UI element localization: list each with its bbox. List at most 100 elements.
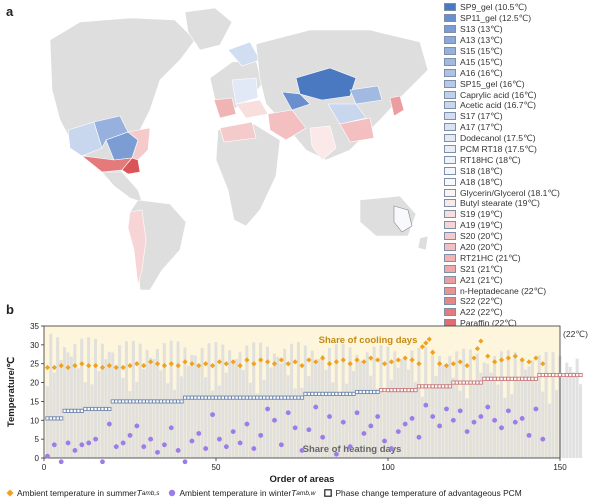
pcm-point xyxy=(110,399,115,404)
pcm-point xyxy=(337,391,342,396)
summer-point xyxy=(113,364,119,371)
pcm-point xyxy=(224,395,229,400)
legend-label: S21 (21℃) xyxy=(460,263,503,274)
map-legend: SP9_gel (10.5℃) SP11_gel (12.5℃) S13 (13℃)… xyxy=(444,2,600,340)
pcm-point xyxy=(437,384,442,389)
winter-point xyxy=(51,442,57,448)
pcm-point xyxy=(458,380,463,385)
pcm-point xyxy=(520,376,525,381)
y-tick-label: 35 xyxy=(30,322,39,331)
pcm-point xyxy=(93,406,98,412)
pcm-point xyxy=(382,388,387,393)
heating-share-bar xyxy=(431,349,435,458)
legend-swatch xyxy=(444,57,456,66)
heating-share-bar xyxy=(537,355,541,458)
legend-swatch xyxy=(444,112,456,121)
heating-share-bar xyxy=(272,353,276,458)
heating-share-bar xyxy=(293,388,297,458)
heating-share-bar xyxy=(455,351,459,458)
pcm-point xyxy=(358,389,363,395)
pcm-point xyxy=(578,372,583,378)
legend-item: A16 (16℃) xyxy=(444,67,600,78)
pcm-point xyxy=(293,395,298,400)
legend-swatch xyxy=(444,221,456,230)
legend-swatch xyxy=(444,188,456,197)
pcm-point xyxy=(76,408,81,413)
summer-point xyxy=(381,361,388,367)
pcm-point xyxy=(258,395,263,400)
heating-share-bar xyxy=(69,356,73,458)
heating-share-bar xyxy=(45,386,49,458)
summer-point xyxy=(426,336,432,342)
heating-share-bar xyxy=(548,403,552,458)
y-tick-label: 20 xyxy=(30,379,39,388)
winter-point xyxy=(217,436,222,442)
legend-item: Dodecanol (17.5℃) xyxy=(444,133,600,144)
summer-point xyxy=(306,357,312,363)
heating-share-bar xyxy=(241,370,245,458)
heating-share-bar xyxy=(424,347,428,458)
pcm-point xyxy=(145,399,150,404)
winter-point xyxy=(141,444,147,450)
winter-point xyxy=(485,404,491,410)
y-tick-label: 0 xyxy=(35,454,40,463)
map-australia-east xyxy=(393,205,413,233)
pcm-point xyxy=(96,406,102,412)
pcm-point xyxy=(176,399,181,404)
pcm-point xyxy=(571,372,576,378)
y-axis-label: Temperature/℃ xyxy=(6,357,17,427)
legend-label: S13 (13℃) xyxy=(460,24,503,35)
heating-share-bar xyxy=(245,345,249,458)
heating-share-bar xyxy=(276,356,280,458)
heating-share-bar xyxy=(94,338,97,458)
heating-share-bar xyxy=(486,363,490,458)
pcm-point xyxy=(537,372,542,378)
heating-share-bar xyxy=(534,377,538,458)
pcm-point xyxy=(502,376,508,381)
heating-share-bar xyxy=(489,372,493,458)
map-new-zealand xyxy=(417,235,429,251)
pcm-point xyxy=(434,384,439,389)
heating-share-bar xyxy=(499,351,503,458)
panel-label-b: b xyxy=(6,302,14,317)
legend-item: A21 (21℃) xyxy=(444,274,600,285)
legend-item: SP11_gel (12.5℃) xyxy=(444,13,600,24)
pcm-point xyxy=(478,380,483,385)
winter-point xyxy=(113,444,119,450)
panel-label-a: a xyxy=(6,4,14,19)
heating-share-bar xyxy=(321,354,325,458)
legend-label: S17 (17℃) xyxy=(460,111,503,122)
pcm-point xyxy=(533,376,538,381)
y-tick-label: 5 xyxy=(35,435,40,444)
heating-share-bar xyxy=(527,366,531,458)
heating-share-bar xyxy=(159,370,163,458)
heating-share-bar xyxy=(142,369,146,458)
pcm-point xyxy=(313,391,318,396)
legend-label: Caprylic acid (16℃) xyxy=(460,89,537,100)
map-europe-west xyxy=(213,97,237,119)
heating-share-bar xyxy=(59,360,63,458)
winter-point xyxy=(395,429,401,434)
winter-point xyxy=(258,432,264,438)
pcm-point xyxy=(575,372,580,378)
winter-point xyxy=(285,410,291,416)
summer-point xyxy=(333,359,339,365)
heating-share-bar xyxy=(114,365,118,458)
heating-share-bar xyxy=(493,356,497,458)
pcm-point xyxy=(317,391,322,396)
pcm-point xyxy=(90,406,95,412)
heating-share-bar xyxy=(458,390,462,458)
summer-point xyxy=(347,361,353,367)
pcm-point xyxy=(392,388,397,393)
pcm-point xyxy=(299,395,305,400)
heating-share-bar xyxy=(155,349,159,458)
pcm-point xyxy=(141,399,146,404)
winter-point xyxy=(506,408,511,414)
winter-point xyxy=(437,423,442,429)
heating-share-bar xyxy=(221,344,225,458)
pcm-point xyxy=(79,408,84,413)
winter-point xyxy=(499,425,504,431)
map-africa-north xyxy=(219,121,257,143)
legend-label: A22 (22℃) xyxy=(460,307,503,318)
pcm-point xyxy=(227,395,232,400)
